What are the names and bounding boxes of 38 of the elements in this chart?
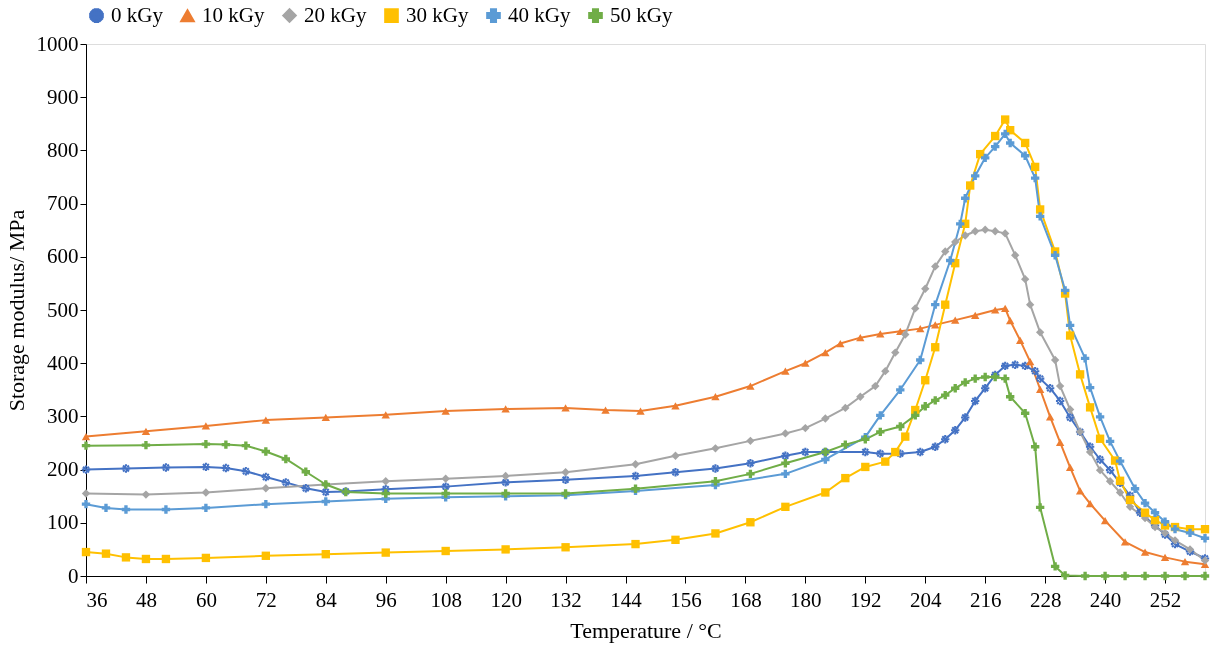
x-tick-label: 48 bbox=[135, 587, 157, 612]
x-tick-label: 108 bbox=[430, 587, 462, 612]
legend-label: 20 kGy bbox=[304, 2, 367, 27]
y-tick-label: 900 bbox=[47, 84, 79, 109]
x-tick-label: 96 bbox=[375, 587, 397, 612]
y-tick-label: 800 bbox=[47, 137, 79, 162]
x-tick-label: 216 bbox=[969, 587, 1002, 612]
y-tick-label: 700 bbox=[47, 191, 79, 216]
y-tick-label: 600 bbox=[47, 244, 79, 269]
y-tick-label: 1000 bbox=[36, 31, 79, 56]
x-axis-title: Temperature / °C bbox=[570, 617, 722, 643]
x-tick-label: 132 bbox=[550, 587, 582, 612]
x-tick-label: 240 bbox=[1089, 587, 1122, 612]
legend-label: 0 kGy bbox=[111, 2, 164, 27]
y-tick-label: 100 bbox=[47, 510, 79, 535]
legend-label: 40 kGy bbox=[508, 2, 571, 27]
legend-label: 50 kGy bbox=[610, 2, 673, 27]
y-axis-title: Storage modulus/ MPa bbox=[3, 209, 29, 412]
y-tick-label: 400 bbox=[47, 350, 79, 375]
x-tick-label: 252 bbox=[1149, 587, 1182, 612]
x-tick-label: 168 bbox=[730, 587, 762, 612]
x-tick-label: 180 bbox=[790, 587, 822, 612]
x-tick-label: 60 bbox=[195, 587, 217, 612]
y-tick-label: 500 bbox=[47, 297, 79, 322]
y-tick-label: 0 bbox=[68, 563, 79, 588]
x-tick-label: 72 bbox=[255, 587, 277, 612]
x-tick-label: 84 bbox=[315, 587, 338, 612]
x-tick-label: 204 bbox=[910, 587, 942, 612]
x-tick-label: 156 bbox=[670, 587, 702, 612]
legend-label: 10 kGy bbox=[202, 2, 265, 27]
x-tick-label: 228 bbox=[1029, 587, 1062, 612]
x-tick-label: 144 bbox=[610, 587, 643, 612]
y-tick-label: 300 bbox=[47, 403, 79, 428]
x-tick-label: 36 bbox=[86, 587, 108, 612]
x-tick-label: 192 bbox=[850, 587, 882, 612]
y-tick-label: 200 bbox=[47, 457, 79, 482]
x-tick-label: 120 bbox=[490, 587, 522, 612]
legend-label: 30 kGy bbox=[406, 2, 469, 27]
